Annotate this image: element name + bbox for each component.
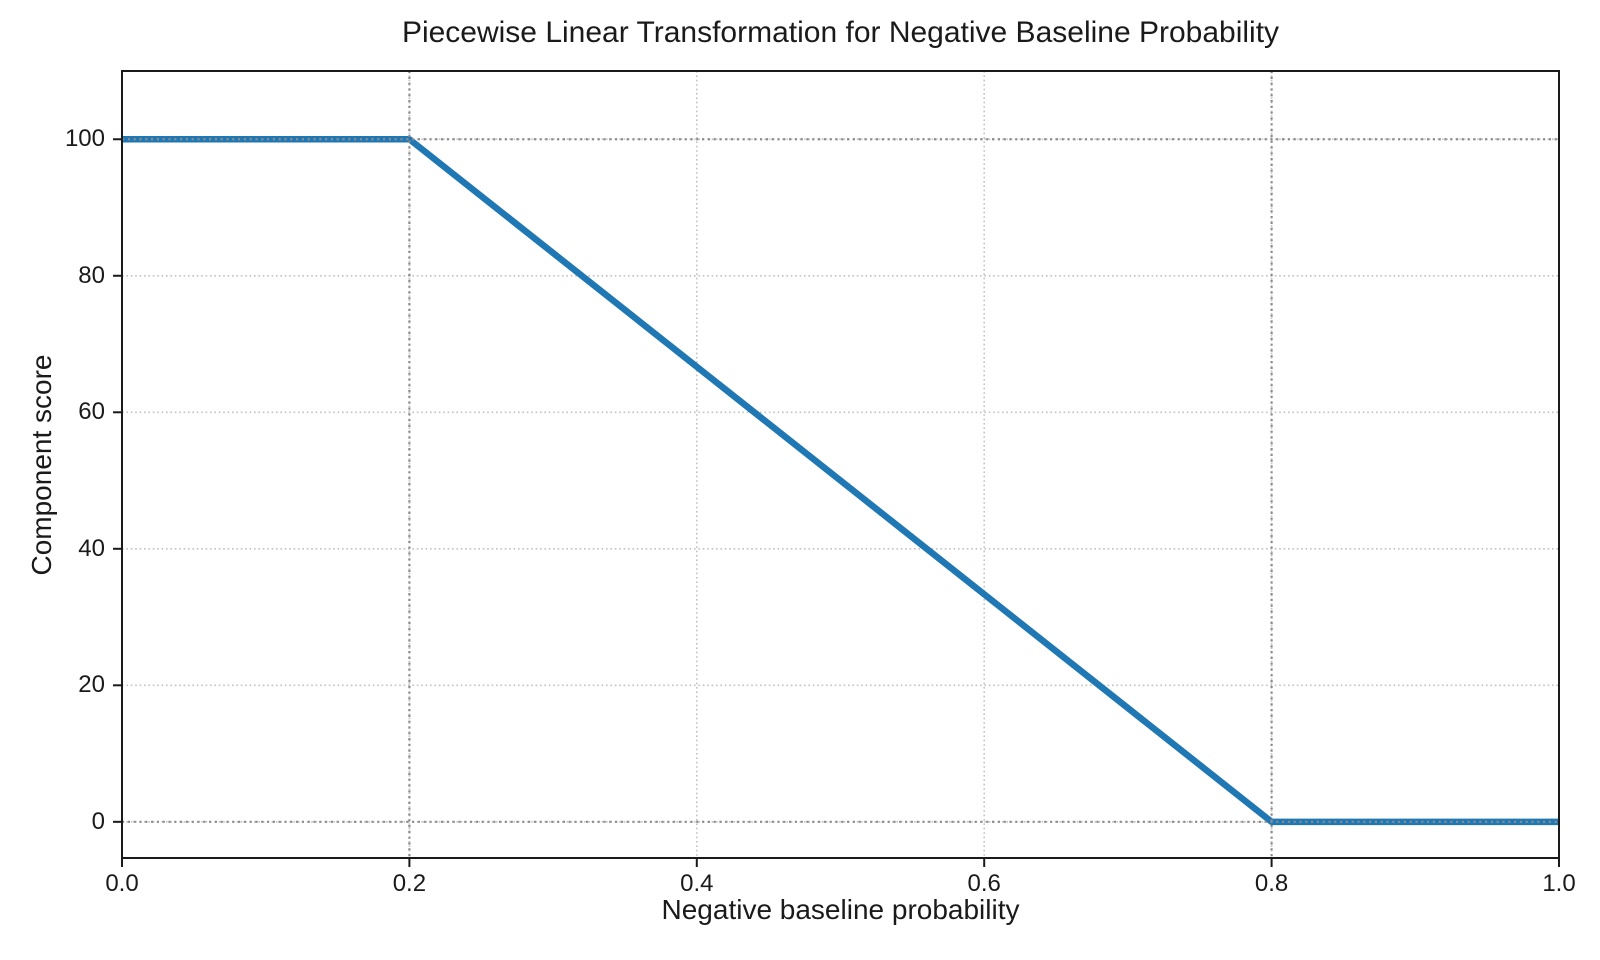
x-tick-label: 0.0 — [105, 870, 139, 897]
y-tick-label: 80 — [78, 261, 105, 289]
y-tick-label: 60 — [78, 398, 105, 426]
x-tick-label: 0.6 — [967, 870, 1001, 897]
x-axis-label: Negative baseline probability — [661, 894, 1020, 925]
x-tick-label: 0.8 — [1254, 870, 1289, 897]
x-tick-label: 0.4 — [680, 870, 714, 897]
y-tick-label: 20 — [78, 671, 105, 699]
y-tick-label: 40 — [78, 534, 105, 562]
x-tick-label: 1.0 — [1542, 870, 1576, 897]
y-tick-label: 100 — [64, 125, 105, 153]
axes-spines — [121, 70, 1560, 859]
chart-title: Piecewise Linear Transformation for Nega… — [401, 16, 1280, 49]
x-tick-label: 0.2 — [392, 870, 427, 897]
series-line-component-score — [122, 136, 1559, 826]
y-tick-label: 0 — [91, 807, 105, 835]
